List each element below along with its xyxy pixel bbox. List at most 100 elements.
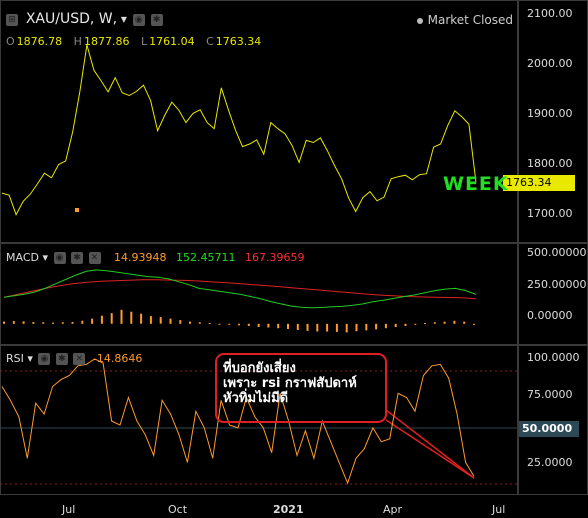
week-annotation: WEEK (443, 173, 509, 195)
macd-histogram-bar (198, 322, 201, 324)
macd-histogram-bar (61, 322, 64, 324)
macd-histogram-bar (384, 323, 387, 329)
macd-histogram-bar (414, 323, 417, 325)
close-icon[interactable]: ✕ (88, 252, 101, 264)
annotation-box: ที่บอกยังเสี่ยง เพราะ rsi กราฟสัปดาห์ หั… (215, 353, 387, 423)
gear-icon[interactable]: ✱ (150, 13, 163, 26)
macd-histogram-value: 14.93948 (114, 251, 167, 264)
annotation-line: ที่บอกยังเสี่ยง (223, 361, 296, 376)
ohlc-readout: O 1876.78 H 1877.86 L 1761.04 C 1763.34 (6, 35, 262, 48)
macd-line-value: 152.45711 (176, 251, 236, 264)
macd-histogram-bar (91, 318, 94, 324)
macd-histogram-bar (100, 315, 103, 324)
macd-histogram-bar (365, 323, 368, 331)
rsi-header: RSI ▾ ◉ ✱ ✕ 14.8646 (6, 352, 142, 365)
macd-histogram-bar (32, 322, 35, 324)
price-line (1, 44, 477, 216)
macd-line (3, 269, 477, 309)
macd-tick: 500.00000 (527, 246, 587, 259)
macd-histogram-bar (238, 323, 240, 326)
macd-histogram-bar (277, 323, 280, 329)
annotation-line: หัวทิ่มไม่มีดี (223, 391, 289, 406)
macd-histogram-bar (473, 323, 475, 325)
macd-histogram-bar (159, 317, 162, 324)
eye-icon[interactable]: ◉ (38, 353, 51, 365)
macd-histogram-bar (218, 323, 221, 325)
close-icon[interactable]: ✕ (73, 353, 86, 365)
annotation-arrow-line-2 (385, 419, 475, 479)
rsi-value: 14.8646 (96, 352, 143, 365)
macd-histogram-bar (179, 320, 182, 324)
time-tick: Oct (168, 503, 188, 516)
macd-histogram-bar (42, 322, 45, 324)
macd-histogram-bar (287, 323, 289, 329)
rsi-label[interactable]: RSI (6, 352, 24, 365)
status-dot-icon (416, 17, 423, 24)
rsi-line (1, 358, 475, 485)
macd-histogram-bar (394, 323, 397, 327)
macd-histogram-bar (326, 323, 329, 332)
annotation-arrow-line (385, 409, 475, 479)
chevron-down-icon[interactable]: ▾ (120, 12, 127, 26)
eye-icon[interactable]: ◉ (53, 252, 66, 264)
rsi-mid-tag: 50.0000 (519, 421, 579, 437)
macd-histogram-bar (355, 323, 358, 332)
chevron-down-icon[interactable]: ▾ (27, 352, 33, 365)
macd-tick: 0.00000 (527, 309, 573, 322)
macd-histogram-bar (71, 322, 74, 324)
macd-histogram-bar (52, 322, 54, 324)
price-tick: 2000.00 (527, 57, 573, 70)
macd-histogram-bar (404, 323, 407, 326)
price-tick: 1900.00 (527, 107, 573, 120)
macd-histogram-bar (296, 323, 299, 330)
macd-histogram-bar (228, 323, 231, 325)
macd-histogram-bar (433, 322, 436, 324)
macd-histogram-bar (140, 313, 143, 324)
eye-icon[interactable]: ◉ (132, 13, 145, 26)
macd-histogram-bar (316, 323, 319, 332)
macd-histogram-bar (110, 313, 113, 324)
macd-signal-line (3, 279, 477, 300)
price-scale-divider (517, 0, 519, 495)
macd-histogram-bar (208, 323, 211, 324)
gear-icon[interactable]: ✱ (71, 252, 84, 264)
time-tick: Jul (62, 503, 76, 516)
gear-icon[interactable]: ✱ (55, 353, 68, 365)
macd-histogram-bar (169, 318, 172, 324)
price-tick: 1700.00 (527, 207, 573, 220)
macd-signal-value: 167.39659 (245, 251, 305, 264)
macd-histogram-bar (306, 323, 309, 331)
macd-histogram-bar (12, 321, 15, 324)
market-status: Market Closed (416, 13, 513, 27)
macd-histogram-bar (149, 316, 152, 324)
macd-histogram-bar (189, 321, 191, 324)
price-tick: 2100.00 (527, 7, 573, 20)
last-price-tag: 1763.34 (503, 175, 575, 191)
macd-histogram-bar (247, 323, 250, 326)
chart-menu-icon[interactable]: ⊞ (6, 13, 18, 26)
time-tick: Jul (492, 503, 506, 516)
macd-histogram-bar (130, 311, 133, 324)
macd-histogram-bar (463, 321, 466, 324)
time-tick: 2021 (273, 503, 304, 516)
chevron-down-icon[interactable]: ▾ (42, 251, 49, 264)
macd-histogram-bar (453, 320, 456, 324)
macd-histogram-bar (3, 321, 5, 324)
time-tick: Apr (383, 503, 403, 516)
macd-histogram-bar (81, 320, 84, 324)
annotation-line: เพราะ rsi กราฟสัปดาห์ (223, 376, 357, 391)
symbol-title[interactable]: XAU/USD, W, (25, 11, 118, 27)
macd-histogram-bar (120, 309, 123, 324)
macd-histogram-bar (22, 321, 25, 324)
macd-histogram-bar (257, 323, 260, 327)
macd-histogram-bar (345, 323, 348, 333)
macd-histogram-bar (375, 323, 378, 330)
macd-tick: 250.00000 (527, 278, 587, 291)
price-tick: 1800.00 (527, 157, 573, 170)
macd-label[interactable]: MACD (6, 251, 39, 264)
macd-histogram-bar (267, 323, 270, 328)
macd-histogram-bar (424, 323, 426, 324)
stray-marker (75, 208, 79, 212)
